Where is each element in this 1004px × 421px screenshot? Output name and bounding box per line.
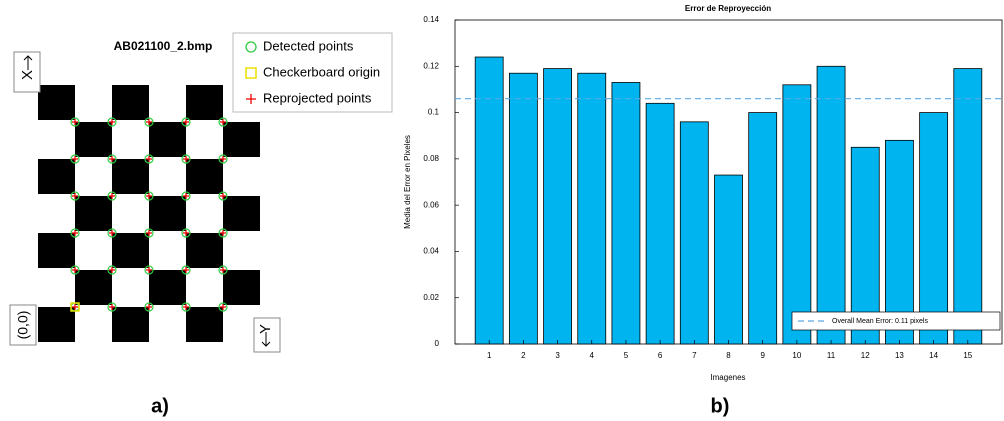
bar [783,85,811,344]
x-tick-label: 3 [555,351,560,360]
bar [646,103,674,344]
panel-label: b) [711,395,730,417]
square [149,196,186,231]
square [149,122,186,157]
chart-title: Error de Reproyección [685,4,771,13]
square [223,196,260,231]
x-tick-label: 10 [792,351,801,360]
bar [544,69,572,344]
x-tick-label: 4 [590,351,595,360]
legend-label: Detected points [263,38,354,53]
bar [475,57,503,344]
square [75,196,112,231]
square [186,233,223,268]
square [75,270,112,305]
bar [749,113,777,344]
y-tick-label: 0.14 [423,15,439,24]
y-tick-label: 0.06 [423,200,439,209]
square [38,159,75,194]
x-tick-label: 6 [658,351,663,360]
x-tick-label: 7 [692,351,697,360]
bar [612,82,640,344]
legend-label: Overall Mean Error: 0.11 pixels [832,318,928,325]
x-tick-label: 11 [827,351,836,360]
square [186,307,223,342]
y-tick-label: 0 [435,339,440,348]
x-tick-label: 9 [760,351,765,360]
bar [920,113,948,344]
x-tick-label: 8 [726,351,731,360]
legend-label: Checkerboard origin [263,64,380,79]
checkerboard [38,85,260,342]
bar [954,69,982,344]
y-tick-label: 0.12 [423,61,439,70]
x-tick-label: 2 [521,351,526,360]
bar [817,66,845,344]
bar [509,73,537,344]
square [149,270,186,305]
square [223,270,260,305]
y-tick-label: 0.08 [423,154,439,163]
bar-chart: 00.020.040.060.080.10.120.14123456789101… [423,15,1002,360]
y-axis-label: Y [257,324,274,334]
square [38,85,75,120]
figure: AB021100_2.bmp Detected points Checkerbo… [0,0,1004,421]
square [112,159,149,194]
bar [715,175,743,344]
image-title: AB021100_2.bmp [114,39,213,53]
x-tick-label: 12 [861,351,870,360]
y-axis-title: Media del Error en Pixeles [403,135,412,229]
y-tick-label: 0.1 [428,108,440,117]
y-tick-label: 0.04 [423,247,439,256]
bar [578,73,606,344]
y-tick-label: 0.02 [423,293,439,302]
panel-label: a) [151,395,169,417]
bar [680,122,708,344]
square [223,122,260,157]
x-tick-label: 1 [487,351,492,360]
x-axis-title: Imagenes [710,373,745,382]
legend-label: Reprojected points [263,90,372,105]
square [112,85,149,120]
square [112,233,149,268]
axis-box [254,318,280,352]
square [75,122,112,157]
x-tick-label: 5 [624,351,629,360]
square [38,307,75,342]
origin-label: (0,0) [15,311,31,340]
x-axis-label: X [19,70,36,80]
x-tick-label: 15 [963,351,972,360]
square [38,233,75,268]
square [186,85,223,120]
square [112,307,149,342]
x-tick-label: 13 [895,351,904,360]
square [186,159,223,194]
x-tick-label: 14 [929,351,938,360]
